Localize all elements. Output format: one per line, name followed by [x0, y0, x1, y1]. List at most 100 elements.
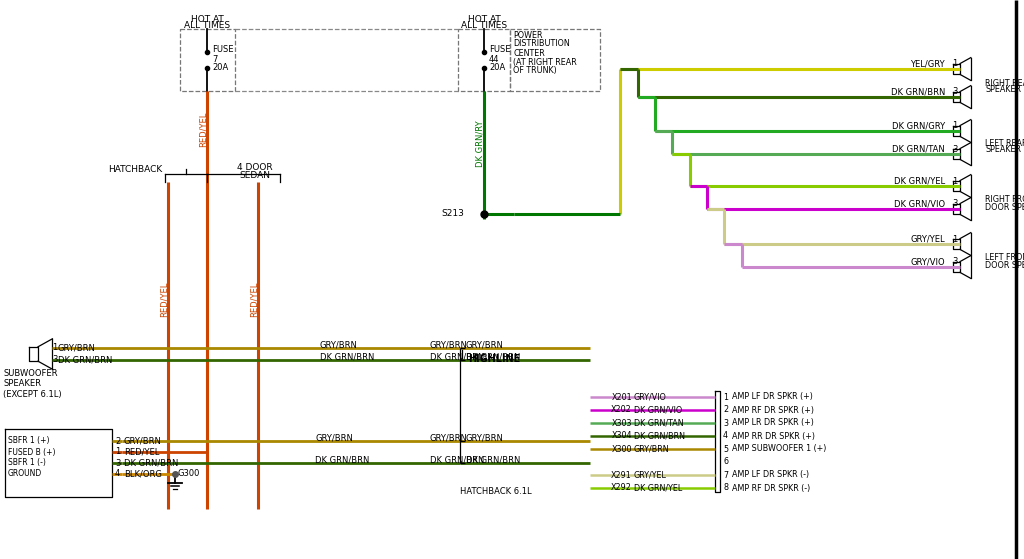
Text: GRY/BRN: GRY/BRN — [315, 433, 353, 443]
Text: DK GRN/BRN: DK GRN/BRN — [466, 353, 520, 362]
Text: DOOR SPEAKER: DOOR SPEAKER — [985, 260, 1024, 269]
Text: 4: 4 — [723, 432, 728, 440]
Text: 4 DOOR: 4 DOOR — [238, 163, 272, 172]
Text: 3: 3 — [723, 419, 728, 428]
Text: 4: 4 — [115, 470, 120, 479]
Text: (AT RIGHT REAR: (AT RIGHT REAR — [513, 58, 577, 67]
Text: SPEAKER: SPEAKER — [3, 380, 41, 389]
Text: DK GRN/BRN: DK GRN/BRN — [466, 456, 520, 465]
Text: ALL TIMES: ALL TIMES — [461, 21, 507, 31]
Text: GRY/BRN: GRY/BRN — [319, 340, 357, 349]
Text: SPEAKER: SPEAKER — [985, 145, 1021, 154]
Text: DK GRN/BRN: DK GRN/BRN — [430, 353, 484, 362]
Text: HOT AT: HOT AT — [190, 15, 223, 23]
Text: 1: 1 — [952, 121, 957, 130]
Text: 3: 3 — [952, 144, 957, 154]
Text: AMP RR DR SPKR (+): AMP RR DR SPKR (+) — [732, 432, 815, 440]
Text: GRY/BRN: GRY/BRN — [430, 340, 468, 349]
Text: GRY/BRN: GRY/BRN — [58, 343, 96, 353]
Text: AMP RF DR SPKR (-): AMP RF DR SPKR (-) — [732, 484, 810, 492]
Text: AMP LF DR SPKR (-): AMP LF DR SPKR (-) — [732, 471, 809, 480]
Text: SBFR 1 (+): SBFR 1 (+) — [8, 437, 49, 446]
Text: HATCHBACK 6.1L: HATCHBACK 6.1L — [460, 486, 531, 495]
Text: 1: 1 — [952, 59, 957, 69]
Text: X202: X202 — [611, 405, 632, 415]
Text: AMP LF DR SPKR (+): AMP LF DR SPKR (+) — [732, 392, 813, 401]
Text: FUSE: FUSE — [212, 45, 233, 54]
Text: X304: X304 — [611, 432, 632, 440]
Text: GRY/VIO: GRY/VIO — [634, 392, 667, 401]
Text: DK GRN/VIO: DK GRN/VIO — [894, 200, 945, 209]
Text: (EXCEPT 6.1L): (EXCEPT 6.1L) — [3, 390, 61, 399]
Text: 7: 7 — [212, 54, 217, 64]
Text: 2: 2 — [723, 405, 728, 415]
Text: 3: 3 — [952, 200, 957, 209]
Text: OF TRUNK): OF TRUNK) — [513, 67, 557, 75]
Text: GRY/BRN: GRY/BRN — [124, 437, 162, 446]
Text: DK GRN/BRN: DK GRN/BRN — [891, 88, 945, 97]
Text: X291: X291 — [611, 471, 632, 480]
Text: 3: 3 — [952, 258, 957, 267]
Text: DK GRN/BRN: DK GRN/BRN — [319, 353, 375, 362]
Text: DK GRN/RY: DK GRN/RY — [475, 121, 484, 167]
Text: DK GRN/BRN: DK GRN/BRN — [58, 356, 113, 364]
Text: HOT AT: HOT AT — [468, 15, 501, 23]
Text: RIGHT FRONT: RIGHT FRONT — [985, 195, 1024, 203]
Text: SUBWOOFER: SUBWOOFER — [3, 369, 57, 378]
Text: X303: X303 — [611, 419, 632, 428]
Text: 20A: 20A — [489, 64, 505, 73]
Text: 6: 6 — [723, 457, 728, 467]
Text: RIGHT REAR: RIGHT REAR — [985, 78, 1024, 88]
Text: HATCHBACK: HATCHBACK — [108, 164, 162, 173]
Text: GRY/BRN: GRY/BRN — [466, 433, 504, 443]
Text: FUSE: FUSE — [489, 45, 511, 54]
Text: DK GRN/GRY: DK GRN/GRY — [892, 121, 945, 130]
Text: LEFT FRONT: LEFT FRONT — [985, 253, 1024, 262]
Text: SEDAN: SEDAN — [240, 170, 270, 179]
Text: 8: 8 — [723, 484, 728, 492]
Text: 7: 7 — [723, 471, 728, 480]
Text: 3: 3 — [115, 458, 121, 467]
Text: DISTRIBUTION: DISTRIBUTION — [513, 40, 569, 49]
Text: AMP RF DR SPKR (+): AMP RF DR SPKR (+) — [732, 405, 814, 415]
Text: DK GRN/TAN: DK GRN/TAN — [892, 144, 945, 154]
Text: LEFT REAR: LEFT REAR — [985, 139, 1024, 148]
Text: 1: 1 — [723, 392, 728, 401]
Text: FUSED B (+): FUSED B (+) — [8, 448, 55, 457]
Text: ALL TIMES: ALL TIMES — [184, 21, 230, 31]
Text: SBFR 1 (-): SBFR 1 (-) — [8, 458, 46, 467]
Text: GRY/YEL: GRY/YEL — [634, 471, 667, 480]
Text: GRY/BRN: GRY/BRN — [430, 433, 468, 443]
Text: 20A: 20A — [212, 64, 228, 73]
Text: GROUND: GROUND — [8, 470, 42, 479]
Text: DK GRN/VIO: DK GRN/VIO — [634, 405, 682, 415]
Text: DK GRN/BRN: DK GRN/BRN — [315, 456, 370, 465]
Text: DK GRN/TAN: DK GRN/TAN — [634, 419, 684, 428]
Text: X201: X201 — [611, 392, 632, 401]
Text: 44: 44 — [489, 54, 500, 64]
Text: 5: 5 — [723, 444, 728, 453]
Text: RED/YEL: RED/YEL — [160, 281, 169, 317]
Text: G300: G300 — [178, 470, 201, 479]
Text: GRY/VIO: GRY/VIO — [910, 258, 945, 267]
Text: BLK/ORG: BLK/ORG — [124, 470, 162, 479]
Text: POWER: POWER — [513, 31, 543, 40]
Text: 1: 1 — [952, 234, 957, 244]
Text: 3: 3 — [952, 88, 957, 97]
Text: 1: 1 — [52, 343, 57, 353]
Text: AMP SUBWOOFER 1 (+): AMP SUBWOOFER 1 (+) — [732, 444, 826, 453]
Text: RED/YEL: RED/YEL — [250, 281, 258, 317]
Text: DOOR SPEAKER: DOOR SPEAKER — [985, 202, 1024, 211]
Text: DK GRN/BRN: DK GRN/BRN — [634, 432, 685, 440]
Text: S213: S213 — [441, 210, 464, 219]
Text: GRY/BRN: GRY/BRN — [634, 444, 670, 453]
Text: 2: 2 — [115, 437, 120, 446]
Text: X292: X292 — [611, 484, 632, 492]
Text: DK GRN/BRN: DK GRN/BRN — [124, 458, 178, 467]
Text: X300: X300 — [611, 444, 632, 453]
Text: GRY/YEL: GRY/YEL — [910, 234, 945, 244]
Text: DK GRN/YEL: DK GRN/YEL — [894, 177, 945, 186]
Text: GRY/BRN: GRY/BRN — [466, 340, 504, 349]
Text: 3: 3 — [52, 356, 57, 364]
Text: 1: 1 — [115, 448, 120, 457]
